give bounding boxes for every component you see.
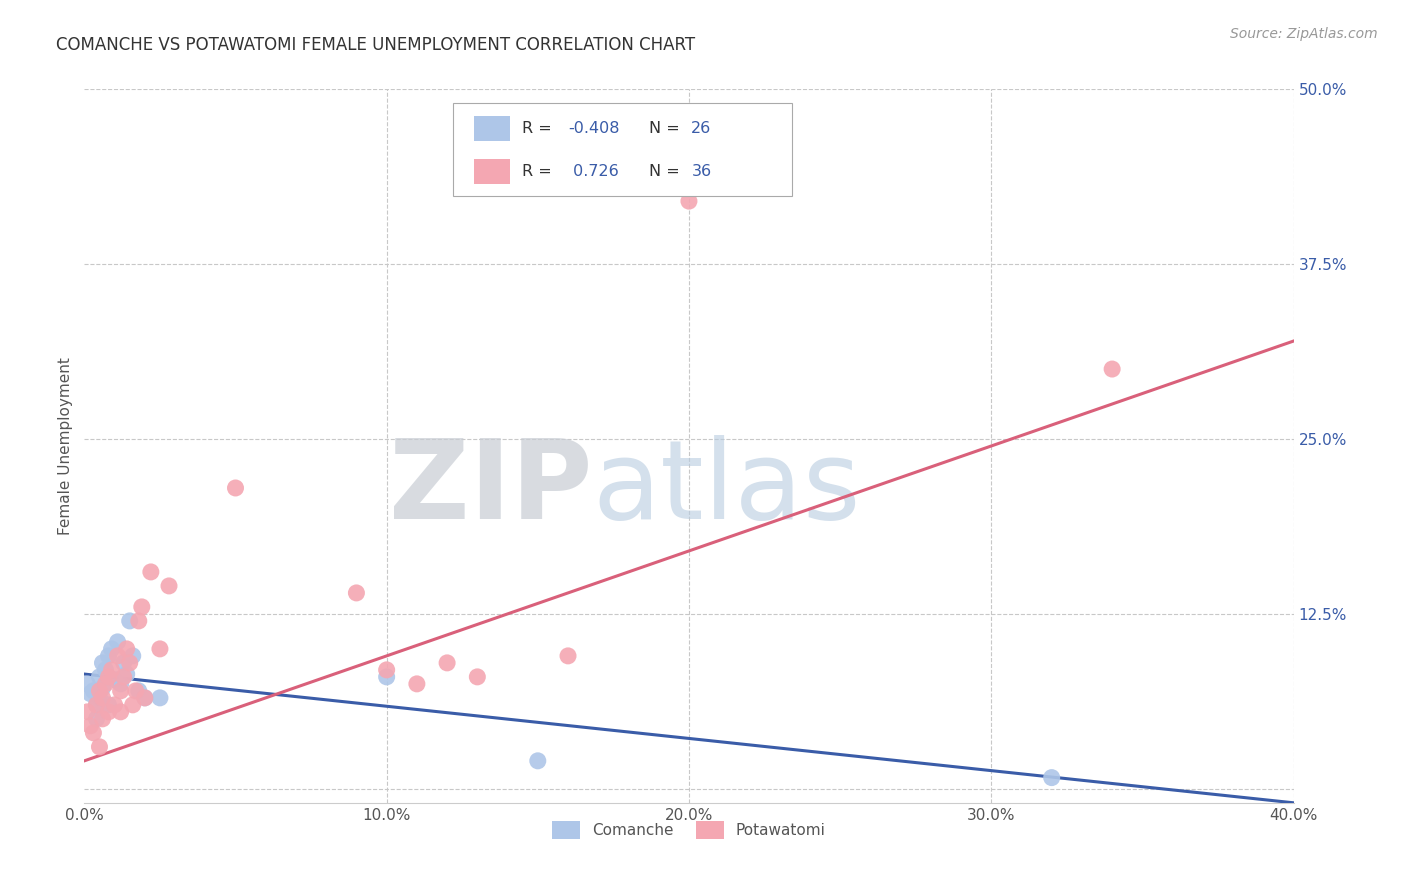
Point (97, 648, 120, 663)
Point (110, 705, 132, 719)
Text: atlas: atlas (592, 435, 860, 542)
Point (89, 684, 111, 698)
Point (118, 656, 141, 670)
Point (91, 656, 114, 670)
Point (79, 719, 101, 733)
Point (375, 670, 398, 684)
Point (557, 648, 579, 663)
Point (128, 614, 150, 628)
Point (110, 684, 132, 698)
Point (97, 705, 120, 719)
Point (110, 677, 132, 691)
Text: R =: R = (522, 164, 557, 178)
Point (91, 712, 114, 726)
Point (82, 726, 104, 740)
Y-axis label: Female Unemployment: Female Unemployment (58, 357, 73, 535)
Point (1040, 771, 1063, 785)
Point (157, 579, 180, 593)
Point (89, 690, 111, 705)
Point (76, 705, 98, 719)
Text: N =: N = (650, 164, 685, 178)
Point (128, 684, 150, 698)
Point (94, 677, 117, 691)
Point (89, 670, 111, 684)
Point (467, 670, 489, 684)
Point (436, 656, 458, 670)
Point (121, 698, 143, 712)
Text: 0.726: 0.726 (568, 164, 619, 178)
Point (134, 690, 156, 705)
Legend: Comanche, Potawatomi: Comanche, Potawatomi (546, 815, 832, 845)
Point (86, 712, 108, 726)
Point (112, 670, 135, 684)
Point (527, 754, 550, 768)
Point (1101, 362, 1123, 376)
Point (107, 635, 129, 649)
Point (97, 670, 120, 684)
FancyBboxPatch shape (453, 103, 792, 196)
Point (346, 586, 368, 600)
Text: Source: ZipAtlas.com: Source: ZipAtlas.com (1230, 27, 1378, 41)
Point (149, 690, 172, 705)
Point (97, 698, 120, 712)
Point (375, 663, 398, 677)
Point (76, 677, 98, 691)
Point (82, 684, 104, 698)
Point (112, 656, 135, 670)
Point (139, 565, 162, 579)
Text: ZIP: ZIP (389, 435, 592, 542)
Text: 26: 26 (692, 121, 711, 136)
Point (86, 698, 108, 712)
Point (121, 648, 143, 663)
Point (115, 641, 138, 656)
Point (100, 641, 122, 656)
Point (118, 614, 141, 628)
Point (91, 690, 114, 705)
Point (94, 663, 117, 677)
Point (104, 673, 127, 687)
Text: -0.408: -0.408 (568, 121, 620, 136)
Text: COMANCHE VS POTAWATOMI FEMALE UNEMPLOYMENT CORRELATION CHART: COMANCHE VS POTAWATOMI FEMALE UNEMPLOYME… (56, 36, 696, 54)
FancyBboxPatch shape (474, 159, 510, 184)
Point (91, 681, 114, 695)
Point (125, 684, 148, 698)
Text: 36: 36 (692, 164, 711, 178)
Point (678, 194, 700, 208)
Point (79, 687, 101, 701)
Point (100, 663, 122, 677)
FancyBboxPatch shape (474, 116, 510, 141)
Point (107, 648, 129, 663)
Point (406, 677, 429, 691)
Text: N =: N = (650, 121, 685, 136)
Point (104, 698, 127, 712)
Point (134, 690, 156, 705)
Point (149, 641, 172, 656)
Point (115, 667, 138, 681)
Point (89, 739, 111, 754)
Text: R =: R = (522, 121, 557, 136)
Point (225, 481, 247, 495)
Point (131, 599, 153, 614)
Point (86, 698, 108, 712)
